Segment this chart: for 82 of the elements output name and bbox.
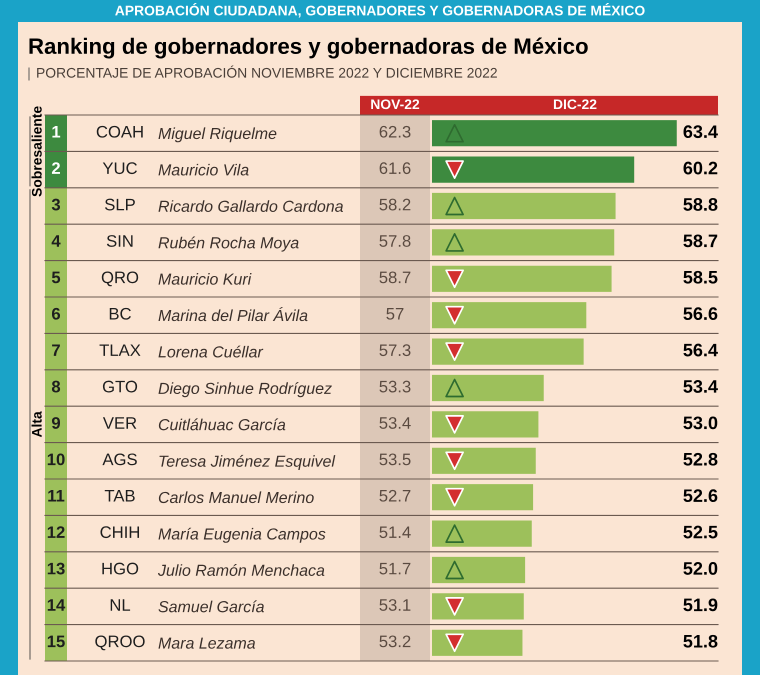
y-tick-label: Marina del Pilar Ávila [158,307,308,322]
text: QROO [95,635,145,650]
text: 61.6 [380,162,410,174]
text: 14 [48,599,66,611]
y-tick-label: Cuitláhuac García [158,418,286,430]
text: 11 [48,490,64,502]
text: 51.4 [379,526,411,538]
text: 5 [52,272,60,284]
text: SLP [105,198,135,210]
data-label: 56.4 [683,344,718,356]
text: 62.3 [380,126,410,138]
text: 15 [48,636,65,648]
text: 53.3 [379,380,410,392]
text: 8 [52,380,60,392]
text: 53.5 [379,453,411,466]
text: Sobresaliente [32,106,42,197]
chart-title: Ranking de gobernadores y gobernadoras de México [29,37,588,59]
y-tick-label: Diego Sinhue Rodríguez [158,382,332,398]
text: YUC [102,162,137,174]
text: 7 [52,344,60,356]
text: 1 [52,126,60,138]
text: 58.7 [379,271,410,284]
text: 57.8 [379,235,410,247]
y-tick-label: Lorena Cuéllar [158,346,264,358]
text: 6 [52,308,60,320]
text: TAB [104,490,135,502]
data-label: 58.5 [683,270,718,284]
text: 12 [48,526,65,538]
y-tick-label: Samuel García [158,600,264,612]
text: SIN [106,235,133,247]
data-label: 51.9 [683,598,718,612]
y-tick-label: Mara Lezama [158,638,256,649]
y-tick-label: Julio Ramón Menchaca [158,564,324,576]
text: 10 [48,453,65,466]
text: 53.4 [379,417,411,429]
text: 53.2 [379,635,410,648]
data-label: 53.4 [683,380,718,393]
y-tick-label: Teresa Jiménez Esquivel [159,454,336,470]
data-label: 58.8 [683,198,718,211]
y-tick-label: Mauricio Vila [158,164,249,176]
text: GTO [102,380,138,392]
y-tick-label: Ricardo Gallardo Cardona [158,200,344,212]
text: QRO [102,271,138,286]
data-label: 51.8 [683,634,718,648]
text: APROBACIÓN CIUDADANA, GOBERNADORES Y GOBERNADORAS DE MÉXICO [115,3,645,18]
text: TLAX [100,344,140,356]
text: 53.1 [379,599,410,611]
text: 51.7 [379,562,410,574]
text: 2 [52,162,60,174]
data-label: 53.0 [683,416,718,430]
data-label: 60.2 [684,162,718,174]
data-label: 56.6 [683,307,718,320]
text: HGO [102,562,138,574]
data-label: 58.7 [683,234,718,248]
text: BC [110,308,131,320]
data-label: 52.6 [683,489,718,502]
text: 58.2 [379,198,410,210]
text: 52.7 [379,490,410,502]
text: COAH [96,126,143,138]
text: 4 [52,235,61,247]
text: 9 [52,417,60,429]
y-tick-label: Mauricio Kuri [158,273,252,285]
y-tick-label: Carlos Manuel Merino [158,491,314,504]
y-tick-label: Miguel Riquelme [158,127,276,142]
data-label: 63.4 [684,125,718,138]
y-tick-label: María Eugenia Campos [158,528,326,543]
text: NOV-22 [371,99,420,110]
text: 3 [52,198,60,210]
text: NL [110,599,130,611]
text: CHIH [100,526,140,538]
text: AGS [102,453,137,466]
text: Alta [32,411,42,438]
text: VER [102,417,136,429]
data-label: 52.0 [683,562,718,575]
text: PORCENTAJE DE APROBACIÓN NOVIEMBRE 2022 Y DICIEMBRE 2022 [37,66,497,78]
x-axis-title: DIC-22 [554,99,596,110]
data-label: 52.5 [683,526,718,538]
text: 13 [48,562,65,574]
data-label: 52.8 [683,452,718,466]
y-tick-label: Rubén Rocha Moya [158,236,299,252]
text: 57.3 [379,344,410,356]
text: 57 [386,308,404,320]
